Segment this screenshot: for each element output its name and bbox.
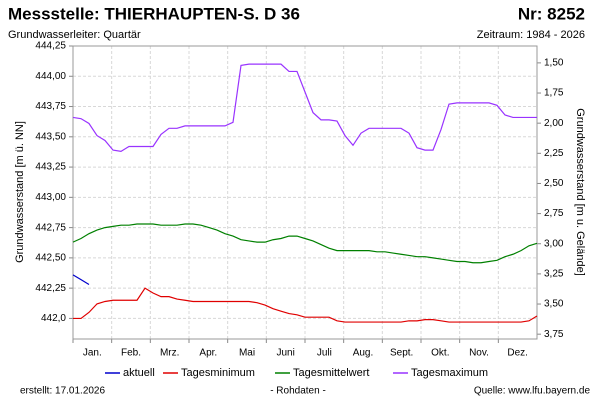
y2-tick-label: 2,75 (544, 208, 564, 219)
period: Zeitraum: 1984 - 2026 (477, 29, 585, 41)
legend-label: Tagesmaximum (411, 367, 488, 379)
y-tick-label: 442,75 (35, 222, 66, 233)
x-tick-label: Dez. (507, 348, 528, 359)
x-tick-label: Jan. (83, 348, 102, 359)
x-tick-label: Sept. (390, 348, 413, 359)
legend-label: Tagesmittelwert (293, 367, 369, 379)
y2-tick-label: 1,50 (544, 58, 564, 69)
y-tick-label: 444,25 (35, 41, 66, 52)
station-number: Nr: 8252 (518, 4, 585, 23)
y-tick-label: 442,50 (35, 253, 66, 264)
legend-label: Tagesminimum (181, 367, 255, 379)
legend-label: aktuell (123, 367, 155, 379)
x-tick-label: Mrz. (160, 348, 179, 359)
created-date: erstellt: 17.01.2026 (20, 386, 105, 397)
y2-tick-label: 2,00 (544, 118, 564, 129)
y2-tick-label: 3,00 (544, 238, 564, 249)
note: - Rohdaten - (270, 386, 326, 397)
y-tick-label: 443,75 (35, 101, 66, 112)
x-tick-label: Mai (239, 348, 255, 359)
x-tick-label: Okt. (431, 348, 449, 359)
chart-title: Messstelle: THIERHAUPTEN-S. D 36 (8, 4, 300, 23)
x-tick-label: Juni (276, 348, 294, 359)
source: Quelle: www.lfu.bayern.de (474, 386, 591, 397)
series-line (72, 223, 538, 264)
y2-tick-label: 3,25 (544, 269, 564, 280)
series-line (72, 274, 90, 286)
series-line (73, 287, 538, 323)
y2-tick-label: 3,75 (544, 329, 564, 340)
y-tick-label: 443,00 (35, 192, 66, 203)
x-tick-label: Aug. (353, 348, 374, 359)
y2-axis-label: Grundwasserstand [m u. Gelände] (574, 108, 586, 276)
y2-tick-label: 3,50 (544, 299, 564, 310)
y2-tick-label: 2,50 (544, 178, 564, 189)
x-tick-label: Nov. (469, 348, 489, 359)
y-tick-label: 442,0 (41, 313, 66, 324)
y-tick-label: 443,25 (35, 162, 66, 173)
y-tick-label: 443,50 (35, 131, 66, 142)
y-axis-label: Grundwasserstand [m ü. NN] (14, 121, 26, 263)
series-line (72, 63, 537, 152)
y2-tick-label: 2,25 (544, 148, 564, 159)
y-tick-label: 444,00 (35, 71, 66, 82)
x-tick-label: Feb. (121, 348, 141, 359)
subtitle: Grundwasserleiter: Quartär (8, 29, 141, 41)
y2-tick-label: 1,75 (544, 88, 564, 99)
x-tick-label: Apr. (199, 348, 217, 359)
plot-frame (72, 45, 538, 340)
x-tick-label: Juli (317, 348, 332, 359)
y-tick-label: 442,25 (35, 283, 66, 294)
